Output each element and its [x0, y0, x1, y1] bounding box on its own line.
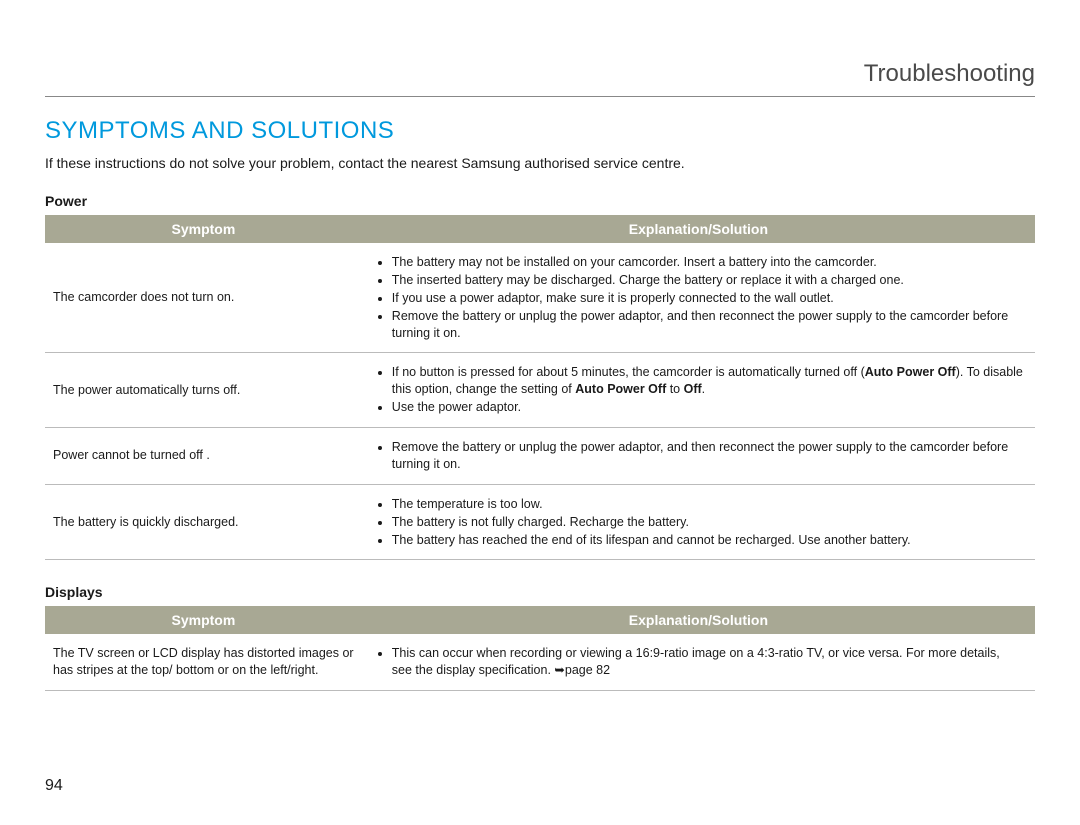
- solution-item: Remove the battery or unplug the power a…: [392, 439, 1023, 473]
- chapter-title: Troubleshooting: [45, 60, 1035, 97]
- solution-item: If no button is pressed for about 5 minu…: [392, 364, 1023, 398]
- symptom-cell: Power cannot be turned off .: [45, 428, 362, 485]
- solution-item: Use the power adaptor.: [392, 399, 1023, 416]
- header-solution: Explanation/Solution: [362, 215, 1035, 243]
- table-row: The TV screen or LCD display has distort…: [45, 634, 1035, 690]
- solution-item: The battery has reached the end of its l…: [392, 532, 1023, 549]
- tables-container: PowerSymptomExplanation/SolutionThe camc…: [45, 193, 1035, 691]
- header-solution: Explanation/Solution: [362, 606, 1035, 634]
- solution-cell: The temperature is too low.The battery i…: [362, 484, 1035, 560]
- symptom-cell: The TV screen or LCD display has distort…: [45, 634, 362, 690]
- header-symptom: Symptom: [45, 215, 362, 243]
- table-row: Power cannot be turned off . Remove the b…: [45, 428, 1035, 485]
- solution-cell: The battery may not be installed on your…: [362, 243, 1035, 353]
- solution-item: The battery is not fully charged. Rechar…: [392, 514, 1023, 531]
- header-symptom: Symptom: [45, 606, 362, 634]
- solution-item: The temperature is too low.: [392, 496, 1023, 513]
- table-row: The battery is quickly discharged.The te…: [45, 484, 1035, 560]
- solution-cell: Remove the battery or unplug the power a…: [362, 428, 1035, 485]
- solution-item: The battery may not be installed on your…: [392, 254, 1023, 271]
- section-title: SYMPTOMS AND SOLUTIONS: [45, 117, 1035, 145]
- table-row: The power automatically turns off. If no …: [45, 353, 1035, 428]
- solution-item: The inserted battery may be discharged. …: [392, 272, 1023, 289]
- solution-list: Remove the battery or unplug the power a…: [374, 439, 1023, 473]
- intro-text: If these instructions do not solve your …: [45, 155, 1035, 171]
- troubleshooting-table: SymptomExplanation/SolutionThe camcorder…: [45, 215, 1035, 560]
- solution-cell: This can occur when recording or viewing…: [362, 634, 1035, 690]
- page-number: 94: [45, 777, 63, 795]
- subsection-title: Displays: [45, 584, 1035, 600]
- solution-list: The temperature is too low.The battery i…: [374, 496, 1023, 549]
- solution-item: If you use a power adaptor, make sure it…: [392, 290, 1023, 307]
- subsection-title: Power: [45, 193, 1035, 209]
- symptom-cell: The battery is quickly discharged.: [45, 484, 362, 560]
- symptom-cell: The camcorder does not turn on.: [45, 243, 362, 353]
- solution-item: This can occur when recording or viewing…: [392, 645, 1023, 679]
- solution-list: If no button is pressed for about 5 minu…: [374, 364, 1023, 416]
- table-row: The camcorder does not turn on. The batte…: [45, 243, 1035, 353]
- troubleshooting-table: SymptomExplanation/SolutionThe TV screen…: [45, 606, 1035, 691]
- solution-list: The battery may not be installed on your…: [374, 254, 1023, 341]
- solution-list: This can occur when recording or viewing…: [374, 645, 1023, 679]
- solution-item: Remove the battery or unplug the power a…: [392, 308, 1023, 342]
- solution-cell: If no button is pressed for about 5 minu…: [362, 353, 1035, 428]
- symptom-cell: The power automatically turns off.: [45, 353, 362, 428]
